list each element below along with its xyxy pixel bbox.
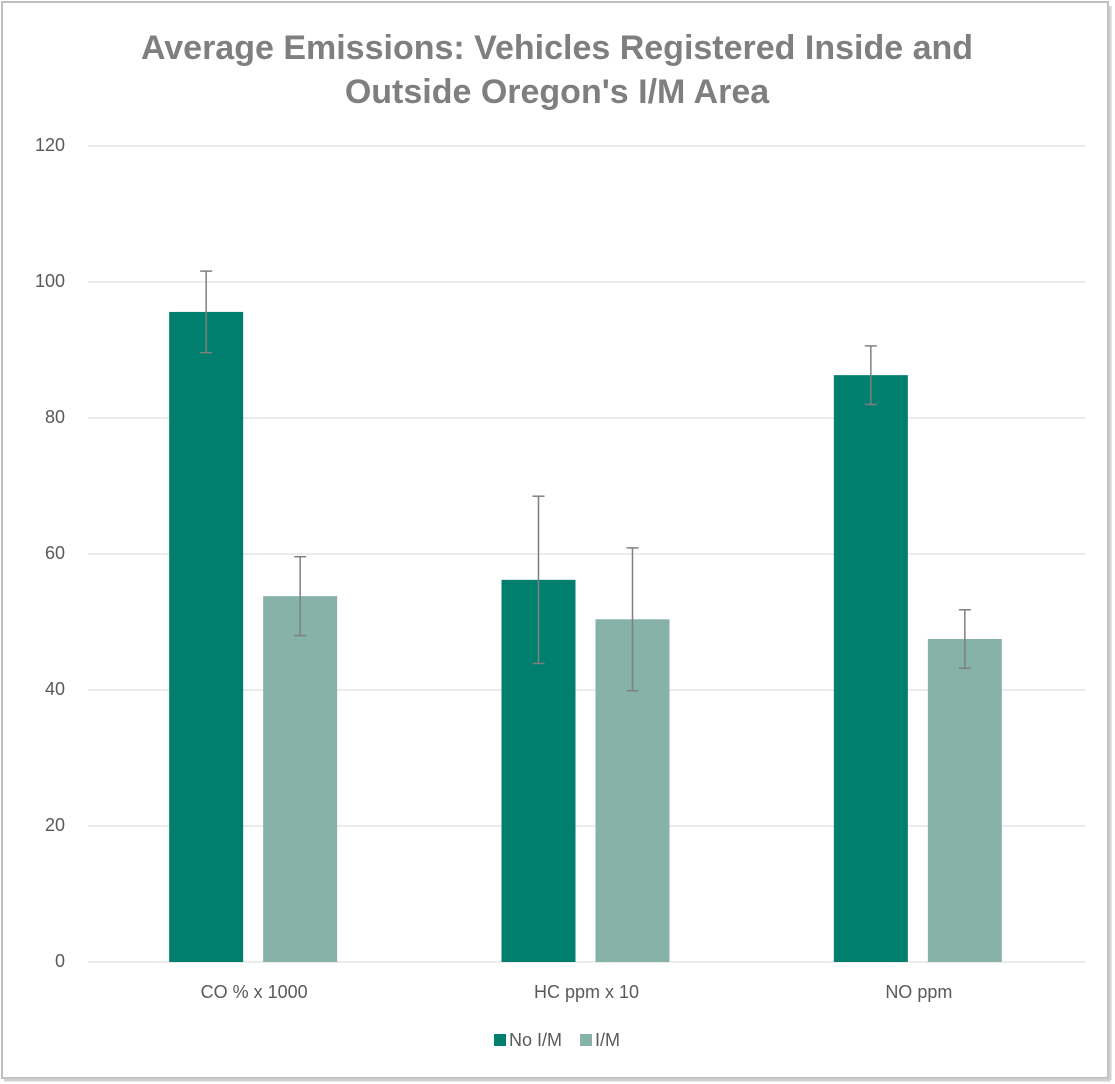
y-tick-label: 20 bbox=[45, 815, 65, 835]
y-tick-label: 0 bbox=[55, 951, 65, 971]
legend: No I/M I/M bbox=[493, 1030, 620, 1050]
legend-swatch bbox=[580, 1034, 593, 1046]
error-bar bbox=[958, 609, 971, 669]
bar bbox=[263, 596, 338, 962]
y-tick-label: 80 bbox=[45, 407, 65, 427]
error-bar bbox=[200, 270, 213, 354]
x-tick-label: HC ppm x 10 bbox=[534, 982, 639, 1002]
error-bar bbox=[626, 547, 639, 692]
y-tick-label: 60 bbox=[45, 543, 65, 563]
bar bbox=[927, 639, 1002, 962]
y-tick-label: 120 bbox=[35, 135, 65, 155]
chart-title: Average Emissions: Vehicles Registered I… bbox=[141, 29, 973, 111]
legend-label: No I/M bbox=[509, 1030, 562, 1050]
legend-swatch bbox=[493, 1034, 506, 1046]
x-tick-label: NO ppm bbox=[885, 982, 952, 1002]
y-tick-label: 100 bbox=[35, 271, 65, 291]
error-bar bbox=[864, 345, 877, 406]
error-bar bbox=[532, 495, 545, 665]
bar bbox=[169, 311, 244, 962]
y-tick-label: 40 bbox=[45, 679, 65, 699]
legend-label: I/M bbox=[595, 1030, 620, 1050]
error-bar bbox=[294, 555, 307, 637]
x-tick-label: CO % x 1000 bbox=[201, 982, 308, 1002]
bar bbox=[833, 375, 908, 962]
